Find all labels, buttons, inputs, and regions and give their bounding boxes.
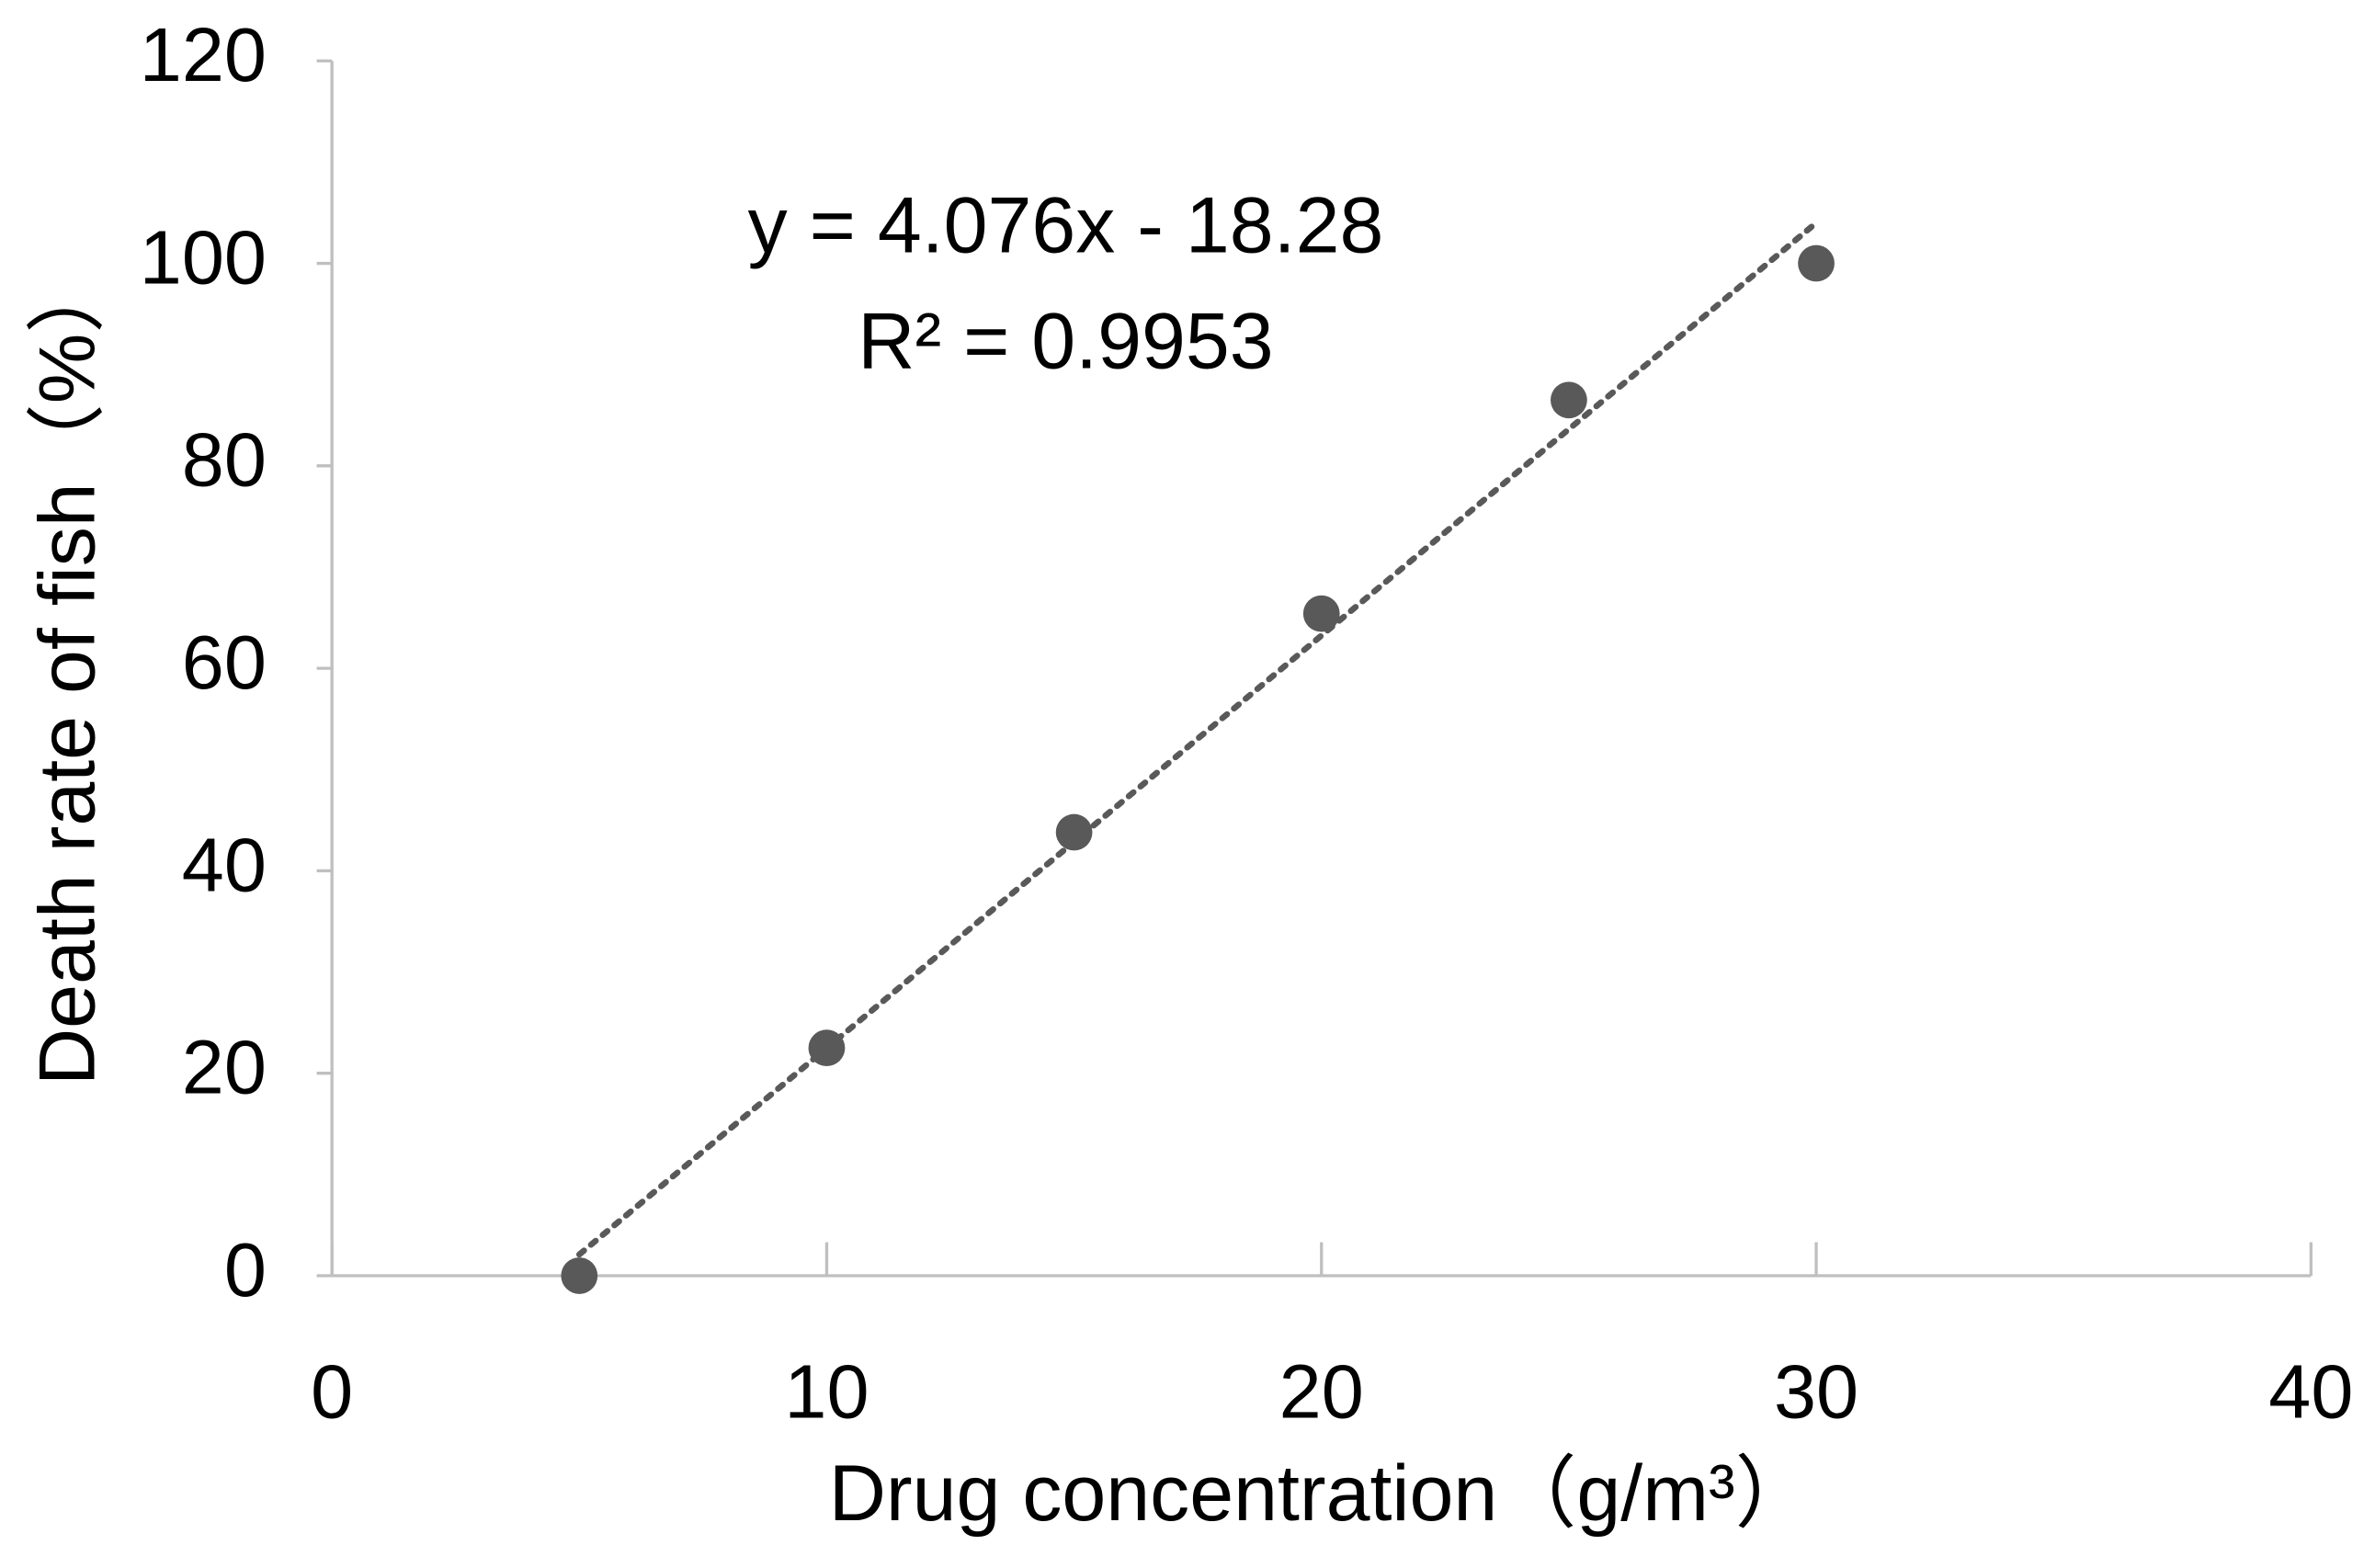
y-tick-label: 20 (182, 1025, 267, 1110)
x-tick-label: 30 (1774, 1348, 1858, 1434)
x-tick-label: 0 (311, 1348, 353, 1434)
y-tick-label: 40 (182, 822, 267, 907)
data-point (1798, 244, 1835, 282)
x-tick-label: 40 (2268, 1348, 2353, 1434)
data-point (1551, 381, 1587, 419)
y-axis-title: Death rate of fish（%） (23, 255, 111, 1086)
r-squared: R² = 0.9953 (858, 297, 1273, 385)
x-tick-label: 10 (784, 1348, 869, 1434)
data-point (561, 1257, 598, 1294)
x-axis-title: Drug concentration（g/m³） (829, 1449, 1814, 1538)
trendline-equation: y = 4.076x - 18.28 (748, 182, 1384, 270)
data-point (808, 1029, 846, 1067)
data-point (1302, 595, 1340, 632)
data-point (1055, 813, 1093, 851)
y-tick-label: 80 (182, 417, 267, 503)
trendline (575, 220, 1820, 1258)
y-tick-label: 60 (182, 619, 267, 705)
y-tick-label: 120 (140, 12, 267, 97)
y-tick-label: 100 (140, 214, 267, 300)
y-tick-label: 0 (224, 1227, 267, 1312)
x-tick-label: 20 (1279, 1348, 1364, 1434)
